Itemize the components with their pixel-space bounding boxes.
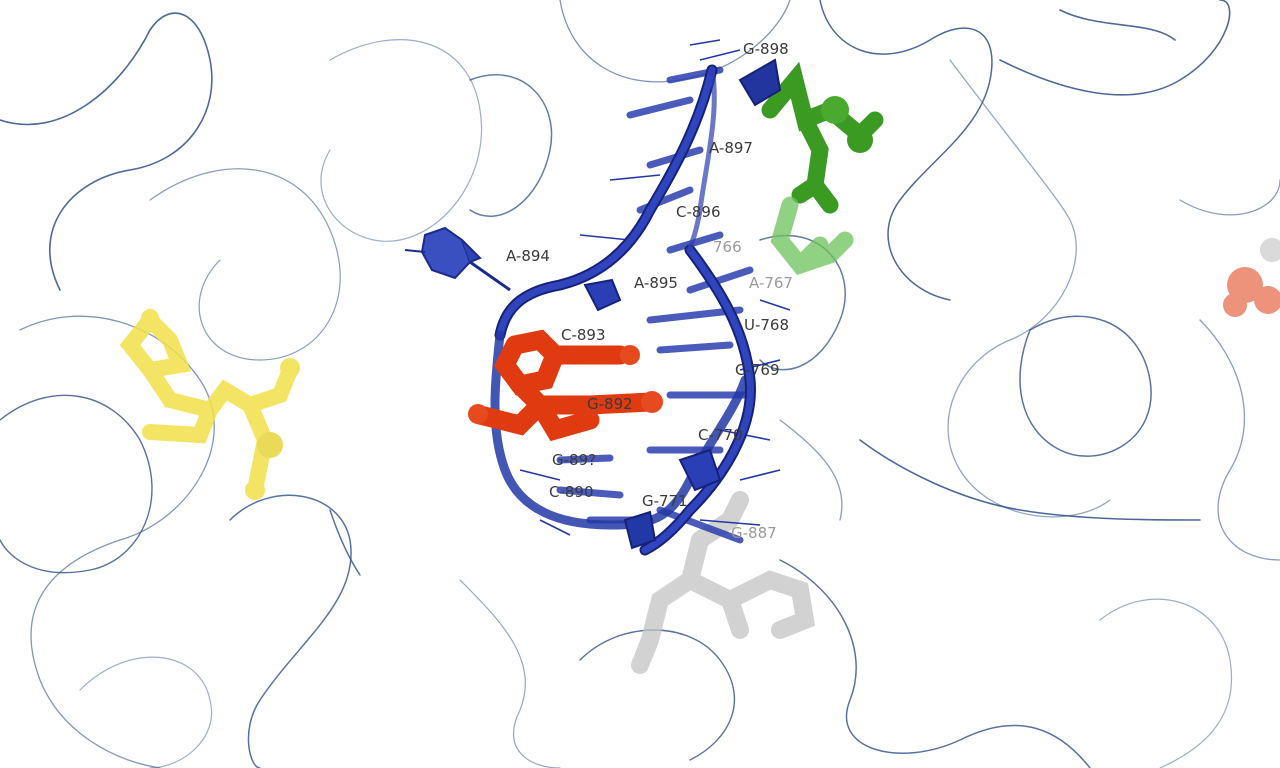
ligand-red [468,329,663,442]
label-u768: U-768 [744,316,789,334]
label-g887: G-887 [731,524,777,542]
label-g891: G-89? [552,451,596,469]
ligand-green [761,61,884,275]
ligand-gray [631,491,816,674]
label-c890: C-890 [549,483,594,501]
label-a894: A-894 [506,247,550,265]
label-g892: G-892 [587,395,633,413]
label-g898: G-898 [743,40,789,58]
label-c769: C-769 [735,361,780,379]
helix-backbone [490,58,782,556]
label-a895: A-895 [634,274,678,292]
label-g771: G-771 [642,492,688,510]
base-a894 [404,226,511,292]
label-766: 766 [713,238,742,256]
label-c770: C-770 [698,426,743,444]
label-c896: C-896 [676,203,721,221]
ligand-red-far [1223,238,1280,317]
residue-labels: G-898 A-897 C-896 766 A-894 A-895 A-767 … [506,40,793,542]
ligand-yellow [119,308,300,500]
label-a767: A-767 [749,274,793,292]
label-c893: C-893 [561,326,606,344]
label-a897: A-897 [709,139,753,157]
